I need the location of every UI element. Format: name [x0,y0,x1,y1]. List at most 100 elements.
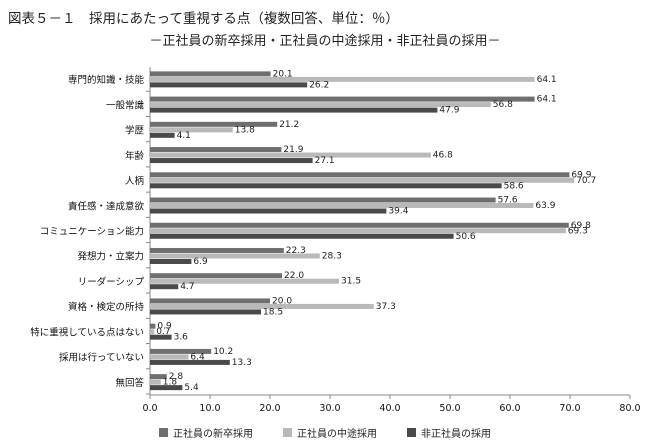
data-label: 56.8 [493,100,513,110]
category-label: リーダーシップ [78,276,145,288]
data-label: 0.7 [156,327,170,337]
bar [150,203,534,209]
data-label: 20.0 [272,296,292,306]
category-label: 採用は行っていない [59,352,144,364]
data-label: 63.9 [535,201,555,211]
bar [150,247,284,253]
data-label: 1.8 [163,378,178,388]
bar [150,354,189,360]
bar [150,278,339,284]
data-label: 39.4 [388,207,408,217]
data-label: 58.6 [504,181,524,191]
data-label: 69.3 [568,226,588,236]
bar [150,253,320,259]
bar [150,132,175,138]
data-label: 27.1 [315,156,335,166]
x-tick-label: 20.0 [259,403,280,414]
legend-label: 非正社員の採用 [421,429,491,440]
data-label: 28.3 [322,251,342,261]
bar [150,323,156,329]
bar [150,233,454,239]
data-label: 2.8 [169,372,184,382]
category-label: コミュニケーション能力 [40,226,144,238]
bar [150,183,502,189]
bar [150,385,183,391]
bar [150,348,212,354]
data-label: 3.6 [174,333,189,343]
legend-swatch [159,428,168,437]
bar [150,127,233,133]
legend-label: 正社員の中途採用 [297,429,377,440]
legend-label: 正社員の新卒採用 [173,429,253,440]
bar-chart: 0.0 10.0 20.0 30.0 40.0 50.0 60.0 70.0 80.0 専門的知識… [30,67,641,414]
category-label: 人柄 [125,175,144,187]
bar [150,284,179,290]
data-label: 70.7 [576,176,596,186]
bar [150,158,313,164]
bar [150,228,566,234]
bar [150,273,282,279]
bar [150,71,271,77]
bar [150,152,431,158]
category-label: 一般常識 [106,99,145,111]
bar [150,374,167,380]
bar [150,208,387,214]
x-tick-label: 40.0 [379,403,400,414]
bar [150,102,491,108]
bar [150,334,172,340]
data-label: 64.1 [537,95,557,105]
legend-item: 正社員の中途採用 [283,425,377,440]
x-tick-label: 10.0 [199,403,220,414]
data-label: 5.4 [184,383,199,393]
bar [150,309,261,315]
bar [150,76,535,82]
data-label: 21.2 [279,120,299,130]
data-label: 69.9 [571,170,591,180]
data-label: 13.3 [232,358,252,368]
data-label: 0.9 [157,322,172,332]
x-tick-label: 70.0 [559,403,580,414]
legend-item: 正社員の新卒採用 [159,425,253,440]
data-label: 69.8 [571,221,591,231]
legend-swatch [407,428,416,437]
bar [150,298,270,304]
category-label: 無回答 [115,377,144,389]
legend-swatch [283,428,292,437]
data-label: 37.3 [376,302,396,312]
data-label: 20.1 [273,69,293,79]
bar [150,379,161,385]
bar [150,197,496,203]
bar [150,82,308,88]
x-tick-label: 80.0 [619,403,640,414]
data-label: 64.1 [537,75,557,85]
bar [150,172,570,178]
data-label: 6.4 [190,352,205,362]
data-label: 6.9 [193,257,208,267]
category-label: 特に重視している点はない [30,326,144,338]
x-tick-label: 0.0 [142,403,157,414]
bar [150,121,278,127]
data-label: 26.2 [309,80,329,90]
bar [150,359,230,365]
x-tick-label: 30.0 [319,403,340,414]
legend-item: 非正社員の採用 [407,425,491,440]
bar [150,177,575,183]
chart-subtitle: －正社員の新卒採用・正社員の中途採用・非正社員の採用－ [149,34,501,49]
category-label: 資格・検定の所持 [68,301,145,313]
data-label: 4.7 [180,282,194,292]
data-label: 21.9 [283,145,303,155]
data-label: 18.5 [263,307,283,317]
chart-title: 図表５－１ 採用にあたって重視する点（複数回答、単位：％） [8,11,399,27]
bar [150,329,155,335]
data-label: 22.3 [286,246,306,256]
bar [150,107,438,113]
data-label: 47.9 [439,106,459,116]
data-label: 10.2 [213,347,233,357]
data-label: 50.6 [456,232,476,242]
category-label: 責任感・達成意欲 [68,200,145,212]
data-label: 13.8 [235,125,255,135]
bar [150,147,282,153]
x-tick-label: 50.0 [439,403,460,414]
category-label: 学歴 [125,125,145,137]
chart-legend: 正社員の新卒採用 正社員の中途採用 非正社員の採用 [0,425,650,440]
